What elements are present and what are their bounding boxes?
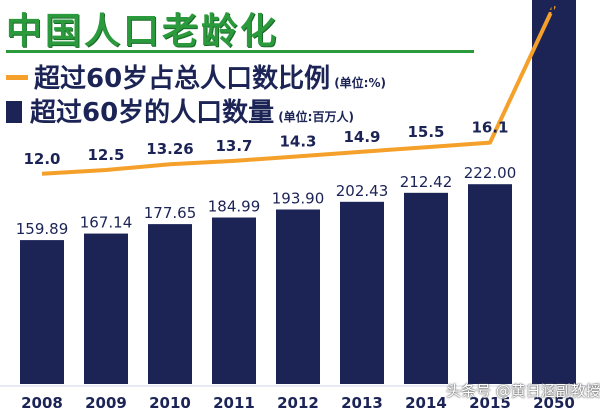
legend-line-label: 超过60岁占总人口数比例 (34, 64, 331, 94)
x-tick-2050: 2050 (533, 394, 575, 412)
bar-label-2011: 184.99 (208, 198, 261, 216)
line-label-2009: 12.5 (87, 146, 124, 164)
bar-label-2010: 177.65 (144, 204, 197, 222)
bar-2012 (276, 209, 320, 384)
x-tick-2014: 2014 (405, 394, 447, 412)
bar-label-2009: 167.14 (80, 214, 133, 232)
x-tick-2009: 2009 (85, 394, 127, 412)
line-label-2015: 16.1 (471, 119, 508, 137)
bar-label-2014: 212.42 (400, 173, 453, 191)
bar-label-2008: 159.89 (16, 220, 69, 238)
x-tick-2008: 2008 (21, 394, 63, 412)
series-line-ratio (41, 4, 556, 176)
line-label-2010: 13.26 (146, 140, 193, 158)
legend-bar-entry: 超过60岁的人口数量 (单位:百万人) (6, 92, 354, 129)
line-label-2050: 34.1 (535, 0, 572, 18)
bar-2008 (20, 240, 64, 384)
bar-2014 (404, 192, 448, 384)
line-label-2012: 14.3 (279, 132, 316, 150)
bar-2010 (148, 224, 192, 384)
line-label-2008: 12.0 (23, 150, 60, 168)
bar-2015 (468, 184, 512, 384)
legend-line-unit: (单位:%) (334, 76, 386, 90)
legend-bar-swatch (6, 101, 22, 123)
legend-bar-unit: (单位:百万人) (278, 110, 354, 124)
bar-2009 (84, 233, 128, 384)
bar-2011 (212, 217, 256, 384)
line-label-2014: 15.5 (407, 123, 444, 141)
legend-line-entry: 超过60岁占总人口数比例 (单位:%) (6, 58, 386, 95)
title-underline (6, 50, 474, 53)
bar-label-2012: 193.90 (272, 189, 325, 207)
line-label-2013: 14.9 (343, 128, 380, 146)
legend-bar-label: 超过60岁的人口数量 (30, 98, 275, 128)
bar-2013 (340, 201, 384, 384)
legend-line-swatch (6, 75, 28, 80)
watermark-text: 头条号 @黄日涵副教授 (446, 382, 600, 400)
x-tick-2010: 2010 (149, 394, 191, 412)
bar-label-2015: 222.00 (464, 164, 517, 182)
bar-label-2013: 202.43 (336, 182, 389, 200)
bar-2050 (532, 0, 576, 384)
x-tick-2015: 2015 (469, 394, 511, 412)
x-tick-2011: 2011 (213, 394, 255, 412)
x-tick-2012: 2012 (277, 394, 319, 412)
line-label-2011: 13.7 (215, 137, 252, 155)
page-title: 中国人口老龄化 (6, 11, 280, 52)
x-tick-2013: 2013 (341, 394, 383, 412)
